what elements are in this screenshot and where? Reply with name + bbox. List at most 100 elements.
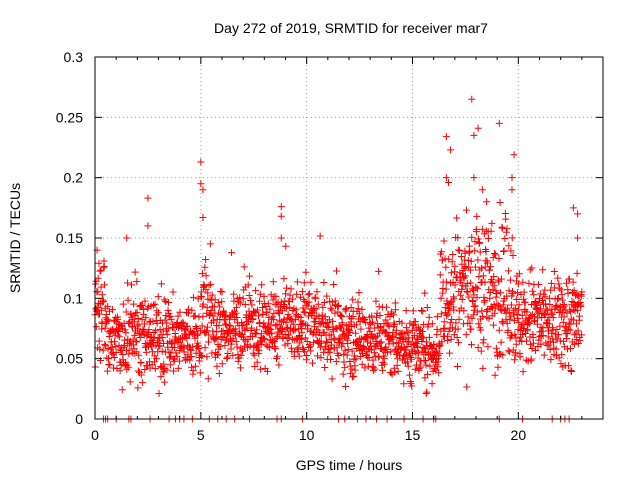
data-point [115,327,123,335]
data-point [208,302,216,310]
data-point [108,306,116,314]
data-point [531,297,539,305]
data-point [347,303,355,311]
data-point [455,315,463,323]
data-point [483,198,491,206]
data-point [360,343,368,351]
data-point [522,356,530,364]
data-point [505,267,513,275]
data-point [559,318,567,326]
data-point [129,323,137,331]
data-point [473,228,481,236]
data-point [482,247,490,255]
data-point [576,337,584,345]
data-point [264,300,272,308]
data-point [327,304,335,312]
data-point [316,232,324,240]
data-point [479,312,487,320]
data-point [515,301,523,309]
data-point [283,334,291,342]
data-point [375,267,383,275]
data-point [104,317,112,325]
data-point [213,328,221,336]
data-point [154,293,162,301]
data-point [188,363,196,371]
data-point [436,349,444,357]
data-point [270,316,278,324]
data-point [312,331,320,339]
data-point [342,304,350,312]
data-point [529,333,537,341]
data-point [230,290,238,298]
data-point [189,367,197,375]
data-point [472,284,480,292]
data-point [167,312,175,320]
data-point [449,303,457,311]
data-point [480,336,488,344]
data-point [463,383,471,391]
data-point [428,320,436,328]
data-point [437,294,445,302]
data-point [101,340,109,348]
data-point [563,330,571,338]
data-point [361,318,369,326]
data-point [192,362,200,370]
data-point [258,303,266,311]
data-point [341,364,349,372]
data-point [523,325,531,333]
data-point [144,194,152,202]
data-point [523,308,531,316]
data-point [284,340,292,348]
data-point [452,319,460,327]
data-point [473,212,481,220]
data-point [151,364,159,372]
data-point [105,332,113,340]
data-point [477,347,485,355]
data-point [311,323,319,331]
data-point [535,336,543,344]
data-point [377,338,385,346]
data-point [282,304,290,312]
data-point [462,331,470,339]
data-point [96,345,104,353]
data-point [478,225,486,233]
x-tick-label: 15 [405,427,421,443]
data-point [106,361,114,369]
data-point [513,311,521,319]
data-point [293,278,301,286]
data-point [218,360,226,368]
data-point [464,257,472,265]
data-point [494,276,502,284]
data-point [382,344,390,352]
data-point [548,329,556,337]
data-point [358,305,366,313]
data-point [408,382,416,390]
data-point [269,296,277,304]
data-point [282,318,290,326]
data-point [473,293,481,301]
data-point [267,321,275,329]
data-point [232,338,240,346]
data-point [525,279,533,287]
data-point [391,299,399,307]
data-point [440,237,448,245]
data-point [300,296,308,304]
data-point [419,307,427,315]
data-point [461,272,469,280]
data-point [442,133,450,141]
data-point [142,344,150,352]
data-point [206,311,214,319]
data-point [203,353,211,361]
data-point [510,151,518,159]
data-point [305,298,313,306]
data-point [264,367,272,375]
data-point [286,291,294,299]
data-point [421,289,429,297]
data-point [180,348,188,356]
data-point [110,354,118,362]
data-point [454,325,462,333]
data-point [297,325,305,333]
data-point [441,325,449,333]
data-point [198,352,206,360]
data-point [495,119,503,127]
